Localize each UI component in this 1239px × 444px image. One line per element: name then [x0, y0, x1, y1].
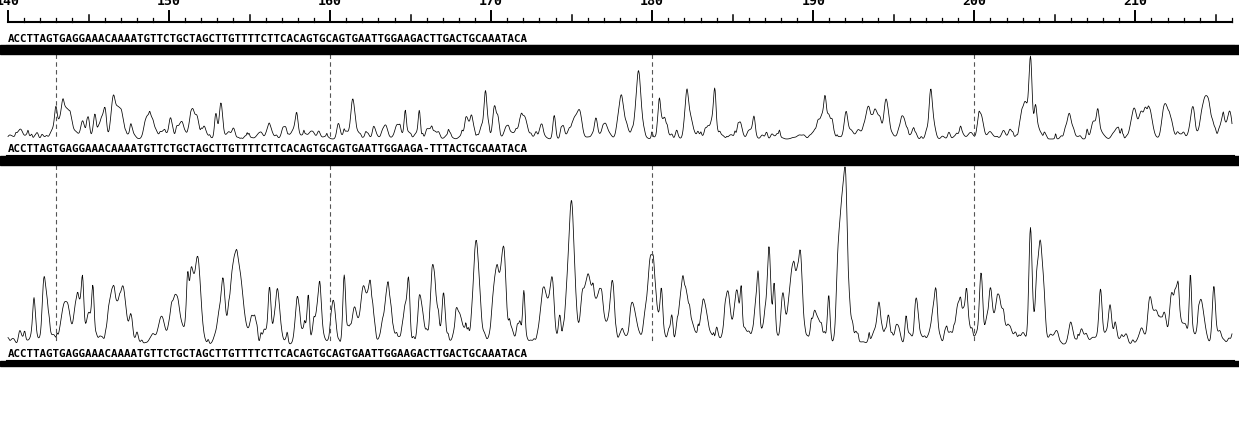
Text: ACCTTAGTGAGGAAACAAAATGTTCTGCTAGCTTGTTTTCTTCACAGTGCAGTGAATTGGAAGA-TTTACTGCAAATACA: ACCTTAGTGAGGAAACAAAATGTTCTGCTAGCTTGTTTTC…: [7, 144, 528, 154]
Text: ACCTTAGTGAGGAAACAAAATGTTCTGCTAGCTTGTTTTCTTCACAGTGCAGTGAATTGGAAGACTTGACTGCAAATACA: ACCTTAGTGAGGAAACAAAATGTTCTGCTAGCTTGTTTTC…: [7, 34, 528, 44]
Text: 200: 200: [963, 0, 986, 8]
Text: 150: 150: [157, 0, 181, 8]
Text: ACCTTAGTGAGGAAACAAAATGTTCTGCTAGCTTGTTTTCTTCACAGTGCAGTGAATTGGAAGACTTGACTGCAAATACA: ACCTTAGTGAGGAAACAAAATGTTCTGCTAGCTTGTTTTC…: [7, 349, 528, 359]
Text: 170: 170: [479, 0, 503, 8]
Text: 160: 160: [318, 0, 342, 8]
Text: 210: 210: [1124, 0, 1147, 8]
Text: 180: 180: [641, 0, 664, 8]
Bar: [0, 156, 1239, 165]
Text: 190: 190: [802, 0, 825, 8]
Bar: [0, 361, 1239, 366]
Text: 140: 140: [0, 0, 20, 8]
Bar: [0, 45, 1239, 54]
